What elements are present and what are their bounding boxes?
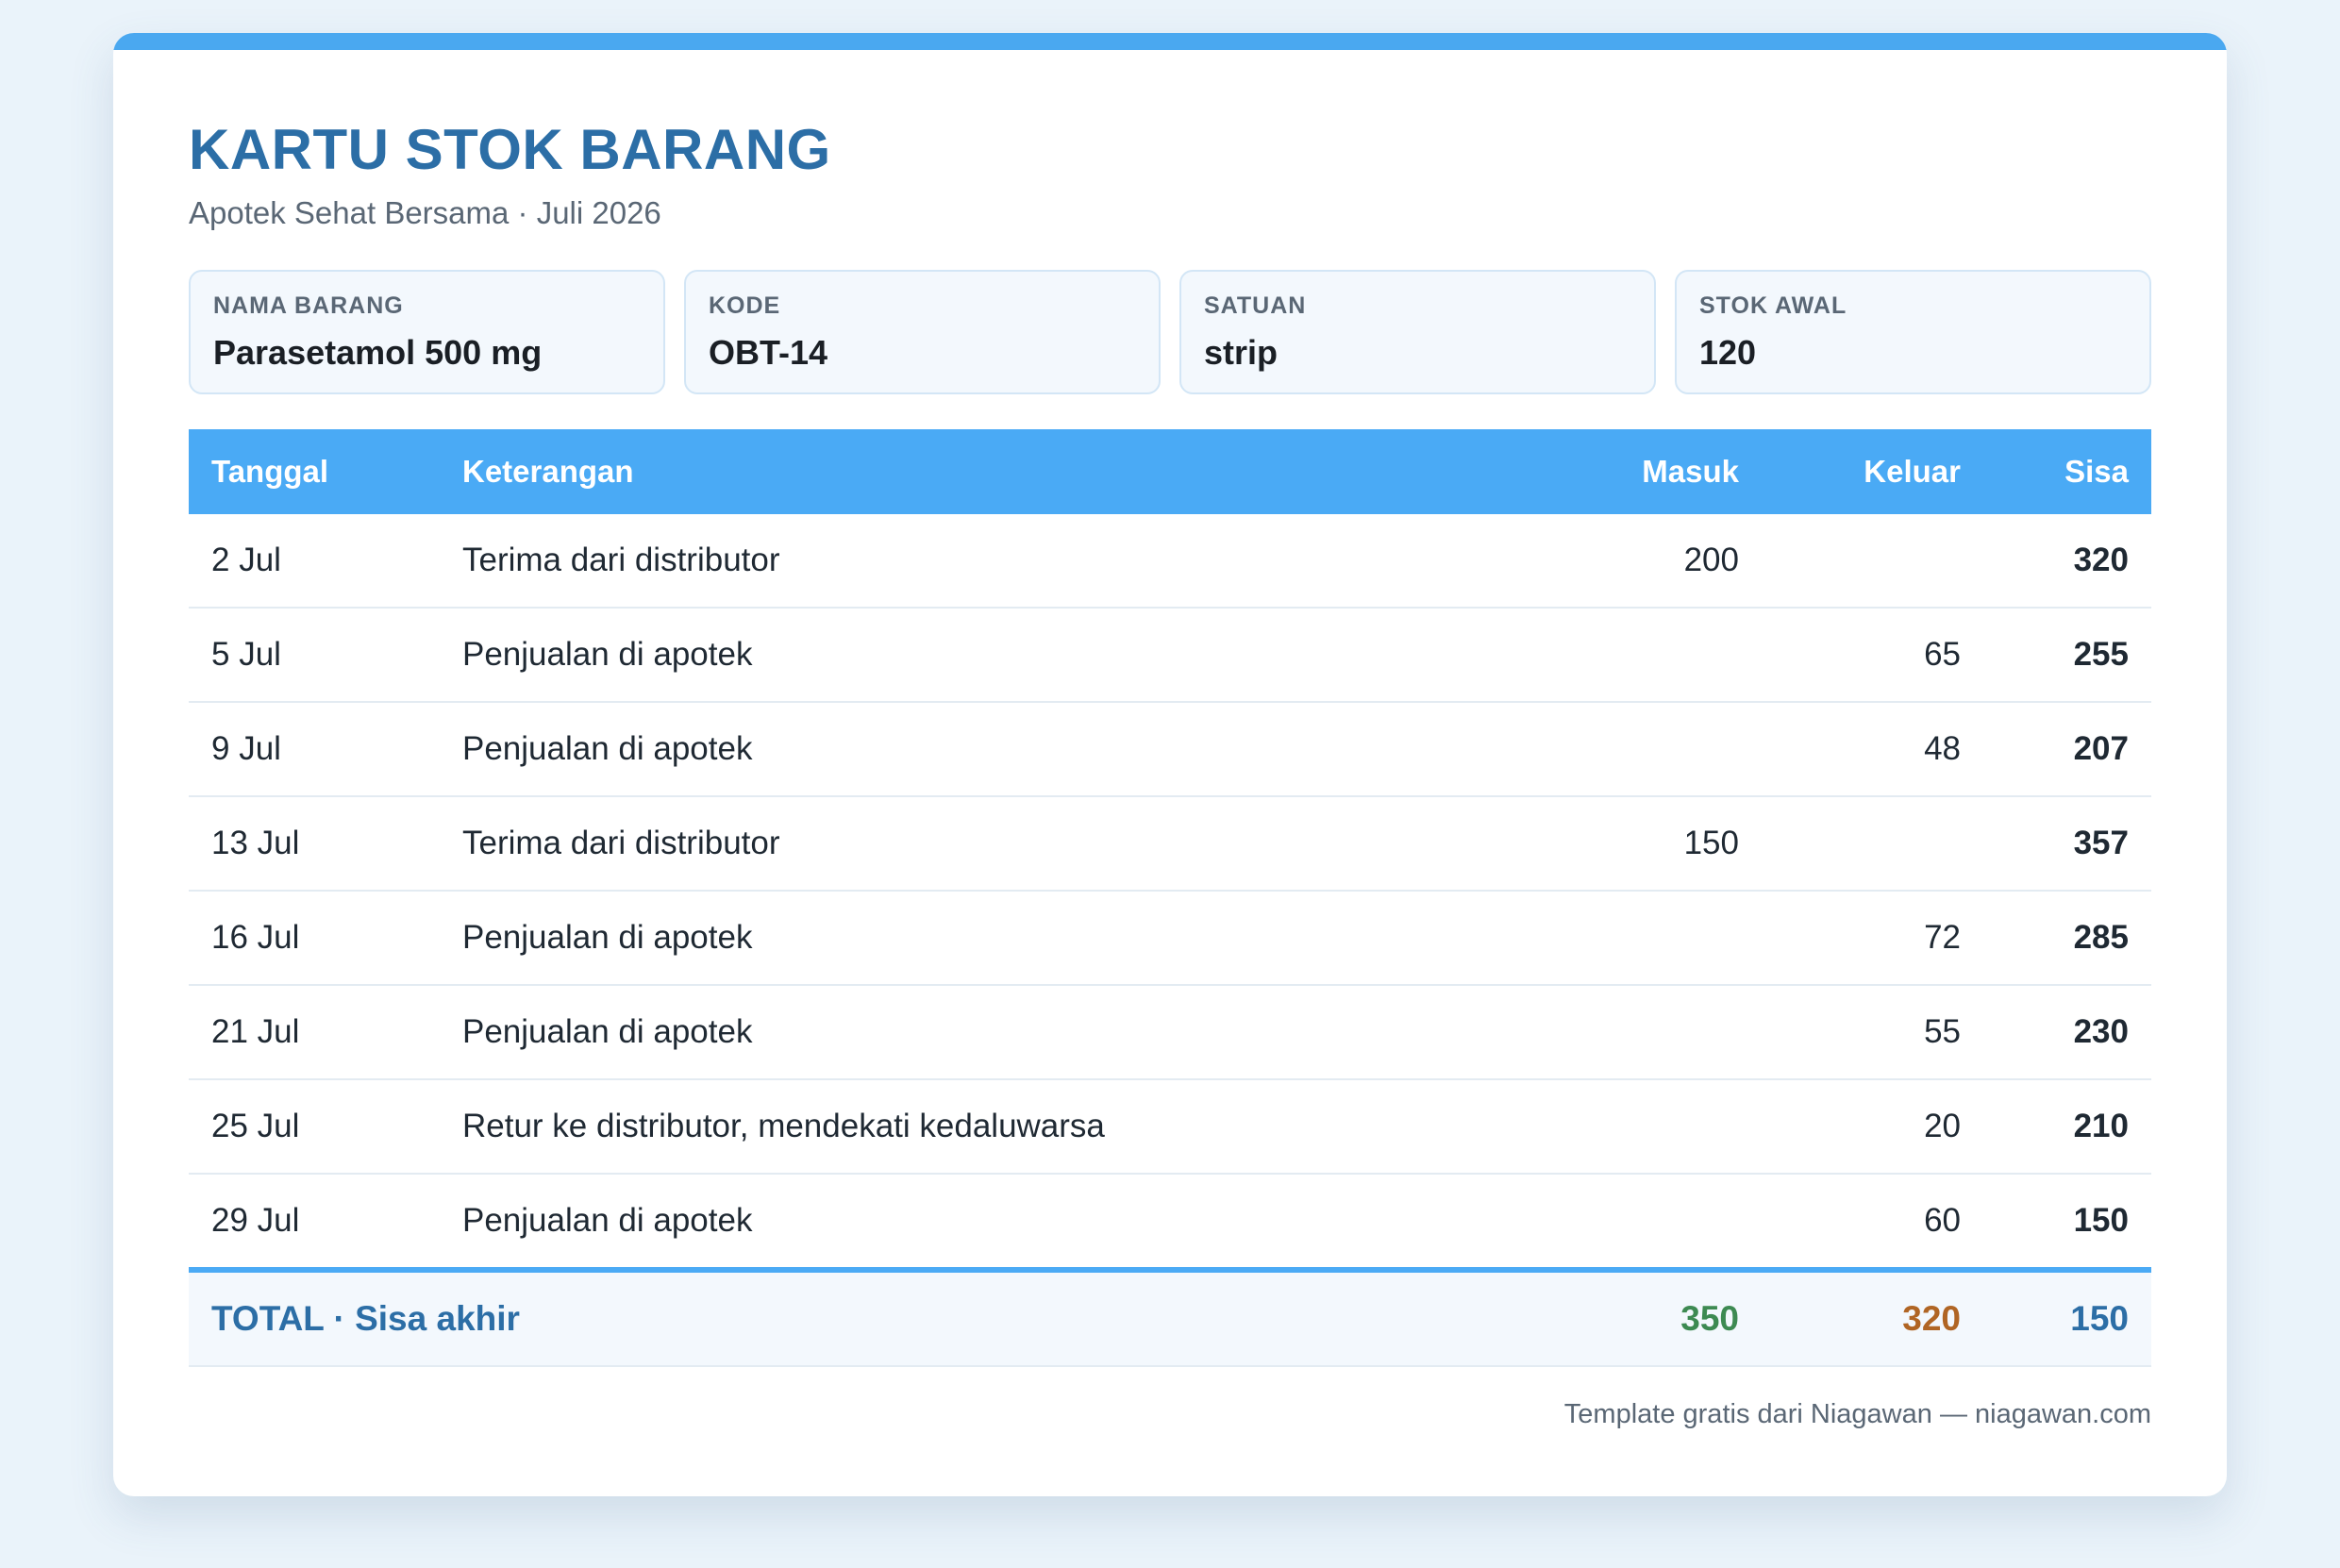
cell-out: 65 [1762,607,1983,703]
page-subtitle: Apotek Sehat Bersama · Juli 2026 [189,195,661,230]
cell-in [1526,890,1762,986]
total-row: TOTAL · Sisa akhir 350 320 150 [189,1266,2151,1367]
cell-date: 2 Jul [189,513,440,609]
total-label: TOTAL · Sisa akhir [189,1266,1526,1367]
column-header-balance: Sisa [1983,428,2151,514]
cell-description: Retur ke distributor, mendekati kedaluwa… [440,1078,1526,1175]
table-row: 9 Jul Penjualan di apotek 48 207 [189,701,2151,797]
table-row: 16 Jul Penjualan di apotek 72 285 [189,890,2151,986]
stock-ledger-table: Tanggal Keterangan Masuk Keluar Sisa 2 J… [189,428,2151,1367]
cell-in [1526,1078,1762,1175]
total-in: 350 [1526,1266,1762,1367]
stock-card: KARTU STOK BARANG Apotek Sehat Bersama ·… [113,33,2227,1496]
table-row: 13 Jul Terima dari distributor 150 357 [189,795,2151,892]
cell-balance: 230 [1983,984,2151,1080]
cell-in: 200 [1526,513,1762,609]
cell-balance: 207 [1983,701,2151,797]
info-value: strip [1204,332,1279,372]
page-title: KARTU STOK BARANG [189,118,831,181]
cell-date: 16 Jul [189,890,440,986]
info-box-code: KODE OBT-14 [684,269,1161,394]
column-header-description: Keterangan [440,428,1526,514]
info-label: SATUAN [1204,292,1307,319]
footer-credit: Template gratis dari Niagawan — niagawan… [1563,1398,2151,1429]
cell-balance: 357 [1983,795,2151,892]
cell-in [1526,607,1762,703]
info-value: Parasetamol 500 mg [213,332,543,372]
info-box-unit: SATUAN strip [1179,269,1656,394]
table-row: 2 Jul Terima dari distributor 200 320 [189,513,2151,609]
info-label: STOK AWAL [1699,292,1847,319]
cell-description: Penjualan di apotek [440,607,1526,703]
cell-date: 13 Jul [189,795,440,892]
column-header-date: Tanggal [189,428,440,514]
cell-description: Penjualan di apotek [440,701,1526,797]
cell-balance: 255 [1983,607,2151,703]
cell-description: Terima dari distributor [440,513,1526,609]
total-out: 320 [1762,1266,1983,1367]
column-header-in: Masuk [1526,428,1762,514]
item-info-row: NAMA BARANG Parasetamol 500 mg KODE OBT-… [189,269,2151,394]
info-label: KODE [709,292,781,319]
cell-in [1526,701,1762,797]
cell-out: 55 [1762,984,1983,1080]
info-value: 120 [1699,332,1757,372]
table-body: 2 Jul Terima dari distributor 200 320 5 Jul P… [189,513,2151,1271]
cell-description: Penjualan di apotek [440,1173,1526,1271]
accent-bar [113,33,2227,50]
cell-in [1526,1173,1762,1271]
cell-out: 48 [1762,701,1983,797]
info-label: NAMA BARANG [213,292,404,319]
table-row: 21 Jul Penjualan di apotek 55 230 [189,984,2151,1080]
cell-out [1762,513,1983,609]
cell-date: 9 Jul [189,701,440,797]
cell-out: 72 [1762,890,1983,986]
cell-balance: 210 [1983,1078,2151,1175]
cell-in [1526,984,1762,1080]
cell-description: Penjualan di apotek [440,984,1526,1080]
cell-balance: 285 [1983,890,2151,986]
cell-date: 29 Jul [189,1173,440,1271]
cell-out [1762,795,1983,892]
cell-description: Terima dari distributor [440,795,1526,892]
info-value: OBT-14 [709,332,828,372]
table-header-row: Tanggal Keterangan Masuk Keluar Sisa [189,428,2151,514]
table-row: 29 Jul Penjualan di apotek 60 150 [189,1173,2151,1271]
cell-balance: 150 [1983,1173,2151,1271]
info-box-initial-stock: STOK AWAL 120 [1675,269,2151,394]
cell-balance: 320 [1983,513,2151,609]
total-balance: 150 [1983,1266,2151,1367]
cell-date: 5 Jul [189,607,440,703]
cell-date: 25 Jul [189,1078,440,1175]
cell-date: 21 Jul [189,984,440,1080]
cell-out: 20 [1762,1078,1983,1175]
cell-out: 60 [1762,1173,1983,1271]
cell-in: 150 [1526,795,1762,892]
info-box-item-name: NAMA BARANG Parasetamol 500 mg [189,269,665,394]
table-row: 25 Jul Retur ke distributor, mendekati ke… [189,1078,2151,1175]
cell-description: Penjualan di apotek [440,890,1526,986]
table-row: 5 Jul Penjualan di apotek 65 255 [189,607,2151,703]
column-header-out: Keluar [1762,428,1983,514]
